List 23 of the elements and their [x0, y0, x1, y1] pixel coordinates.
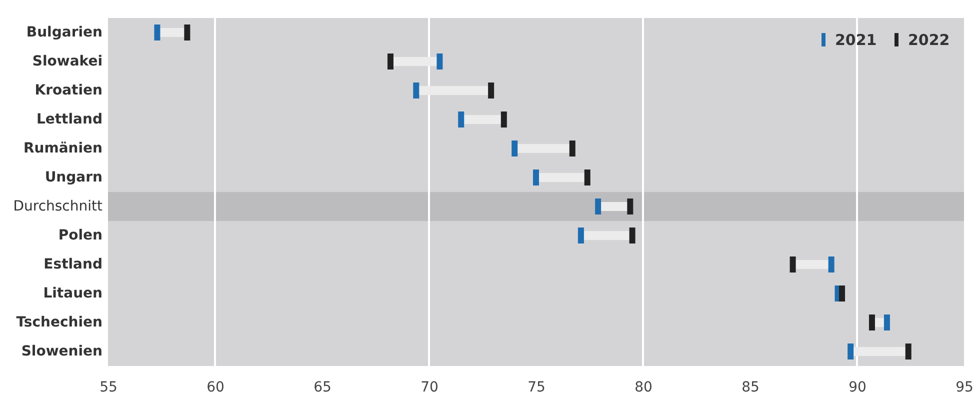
legend-label: 2021 [835, 30, 877, 49]
y-tick-label: Rumänien [23, 140, 102, 156]
y-tick-label: Litauen [43, 286, 102, 302]
legend-label: 2022 [908, 30, 950, 49]
x-tick-label: 55 [100, 380, 118, 396]
y-tick-label: Estland [44, 256, 102, 272]
x-tick-label: 85 [742, 380, 760, 396]
y-tick-label: Slowenien [21, 344, 102, 360]
x-tick-label: 70 [420, 380, 438, 396]
y-tick-label: Kroatien [34, 82, 102, 98]
y-tick-label: Bulgarien [26, 24, 102, 40]
y-tick-label: Lettland [36, 112, 102, 128]
x-tick-label: 75 [528, 380, 546, 396]
x-tick-label: 80 [634, 380, 652, 396]
y-tick-label: Slowakei [32, 54, 102, 70]
x-tick-label: 90 [848, 380, 866, 396]
x-tick-label: 65 [314, 380, 332, 396]
x-tick-label: 95 [956, 380, 974, 396]
y-tick-label: Polen [58, 228, 102, 244]
y-tick-label: Tschechien [16, 314, 102, 330]
x-tick-label: 60 [206, 380, 224, 396]
y-tick-label: Durchschnitt [13, 198, 104, 214]
y-tick-label: Ungarn [44, 170, 102, 186]
